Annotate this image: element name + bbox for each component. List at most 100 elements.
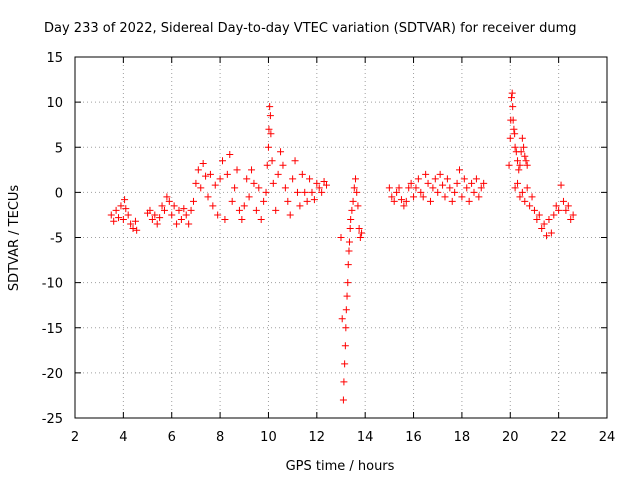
data-point xyxy=(211,181,219,189)
data-point xyxy=(216,175,224,183)
data-point xyxy=(310,196,318,204)
data-point xyxy=(356,234,364,241)
data-point xyxy=(266,112,274,120)
data-point xyxy=(264,143,272,151)
data-point xyxy=(397,196,405,204)
data-point xyxy=(424,179,432,187)
data-point xyxy=(151,211,159,219)
data-point xyxy=(260,197,268,205)
data-point xyxy=(390,197,398,205)
data-point xyxy=(219,157,227,165)
data-point xyxy=(313,179,321,187)
x-tick-label: 2 xyxy=(71,430,79,445)
data-point xyxy=(281,184,289,192)
data-point xyxy=(263,161,271,169)
data-point xyxy=(477,184,485,192)
data-point xyxy=(121,196,129,204)
data-point xyxy=(515,166,523,174)
data-point xyxy=(122,205,130,213)
data-point xyxy=(349,197,357,205)
data-point xyxy=(112,206,120,214)
y-tick-label: -25 xyxy=(42,412,63,427)
data-point xyxy=(358,229,366,237)
data-point xyxy=(228,197,236,205)
data-point xyxy=(530,206,538,214)
data-point xyxy=(414,175,422,183)
data-point xyxy=(204,193,212,201)
data-point xyxy=(342,306,350,314)
data-point xyxy=(511,143,519,151)
y-tick-label: -10 xyxy=(42,277,63,292)
data-point xyxy=(455,166,463,174)
data-point xyxy=(521,197,529,205)
x-tick-label: 8 xyxy=(216,430,224,445)
data-point xyxy=(124,211,132,219)
data-point xyxy=(296,202,304,210)
data-point xyxy=(148,215,156,223)
data-point xyxy=(443,175,451,183)
data-point xyxy=(446,184,454,192)
data-point xyxy=(238,215,246,223)
data-point xyxy=(298,170,306,178)
data-point xyxy=(458,193,466,201)
data-point xyxy=(202,172,210,180)
data-point xyxy=(165,197,173,205)
data-point xyxy=(173,220,181,228)
data-point xyxy=(209,202,217,210)
data-point xyxy=(107,211,115,219)
data-point xyxy=(268,157,276,165)
data-point xyxy=(160,206,168,214)
data-point xyxy=(341,360,349,368)
y-tick-label: 10 xyxy=(46,96,63,111)
x-tick-label: 20 xyxy=(502,430,519,445)
data-point xyxy=(306,175,314,183)
data-point xyxy=(175,206,183,214)
data-point xyxy=(517,148,525,156)
data-point xyxy=(163,193,171,201)
data-point xyxy=(555,206,563,214)
data-point xyxy=(518,188,526,196)
data-point xyxy=(168,211,176,219)
data-point xyxy=(221,215,229,223)
data-point xyxy=(315,184,323,192)
data-point xyxy=(339,396,347,404)
data-point xyxy=(526,202,534,210)
data-point xyxy=(347,215,355,223)
data-point xyxy=(426,197,434,205)
data-point xyxy=(146,206,154,214)
data-point xyxy=(293,188,301,196)
y-axis-label: SDTVAR / TECUs xyxy=(7,185,22,292)
data-point xyxy=(252,206,260,214)
data-point xyxy=(562,206,570,214)
data-point xyxy=(355,224,363,232)
data-point xyxy=(265,125,273,133)
data-point xyxy=(185,220,193,228)
data-point xyxy=(393,188,401,196)
data-point xyxy=(451,188,459,196)
data-point xyxy=(231,184,239,192)
grid xyxy=(75,57,607,418)
data-point xyxy=(434,188,442,196)
x-tick-label: 14 xyxy=(357,430,374,445)
data-point xyxy=(567,215,575,223)
data-point xyxy=(552,202,560,210)
data-point xyxy=(243,175,251,183)
data-point xyxy=(569,211,577,219)
data-point xyxy=(262,188,270,196)
data-point xyxy=(350,184,358,192)
data-point xyxy=(472,175,480,183)
data-point xyxy=(235,206,243,214)
data-point xyxy=(320,178,328,186)
data-point xyxy=(545,215,553,223)
data-point xyxy=(506,134,514,142)
data-point xyxy=(388,193,396,201)
data-point xyxy=(518,134,526,142)
data-point xyxy=(269,179,277,187)
data-point xyxy=(453,179,461,187)
data-point xyxy=(257,215,265,223)
data-point xyxy=(129,224,137,232)
data-point xyxy=(521,152,529,160)
data-point xyxy=(509,116,517,124)
